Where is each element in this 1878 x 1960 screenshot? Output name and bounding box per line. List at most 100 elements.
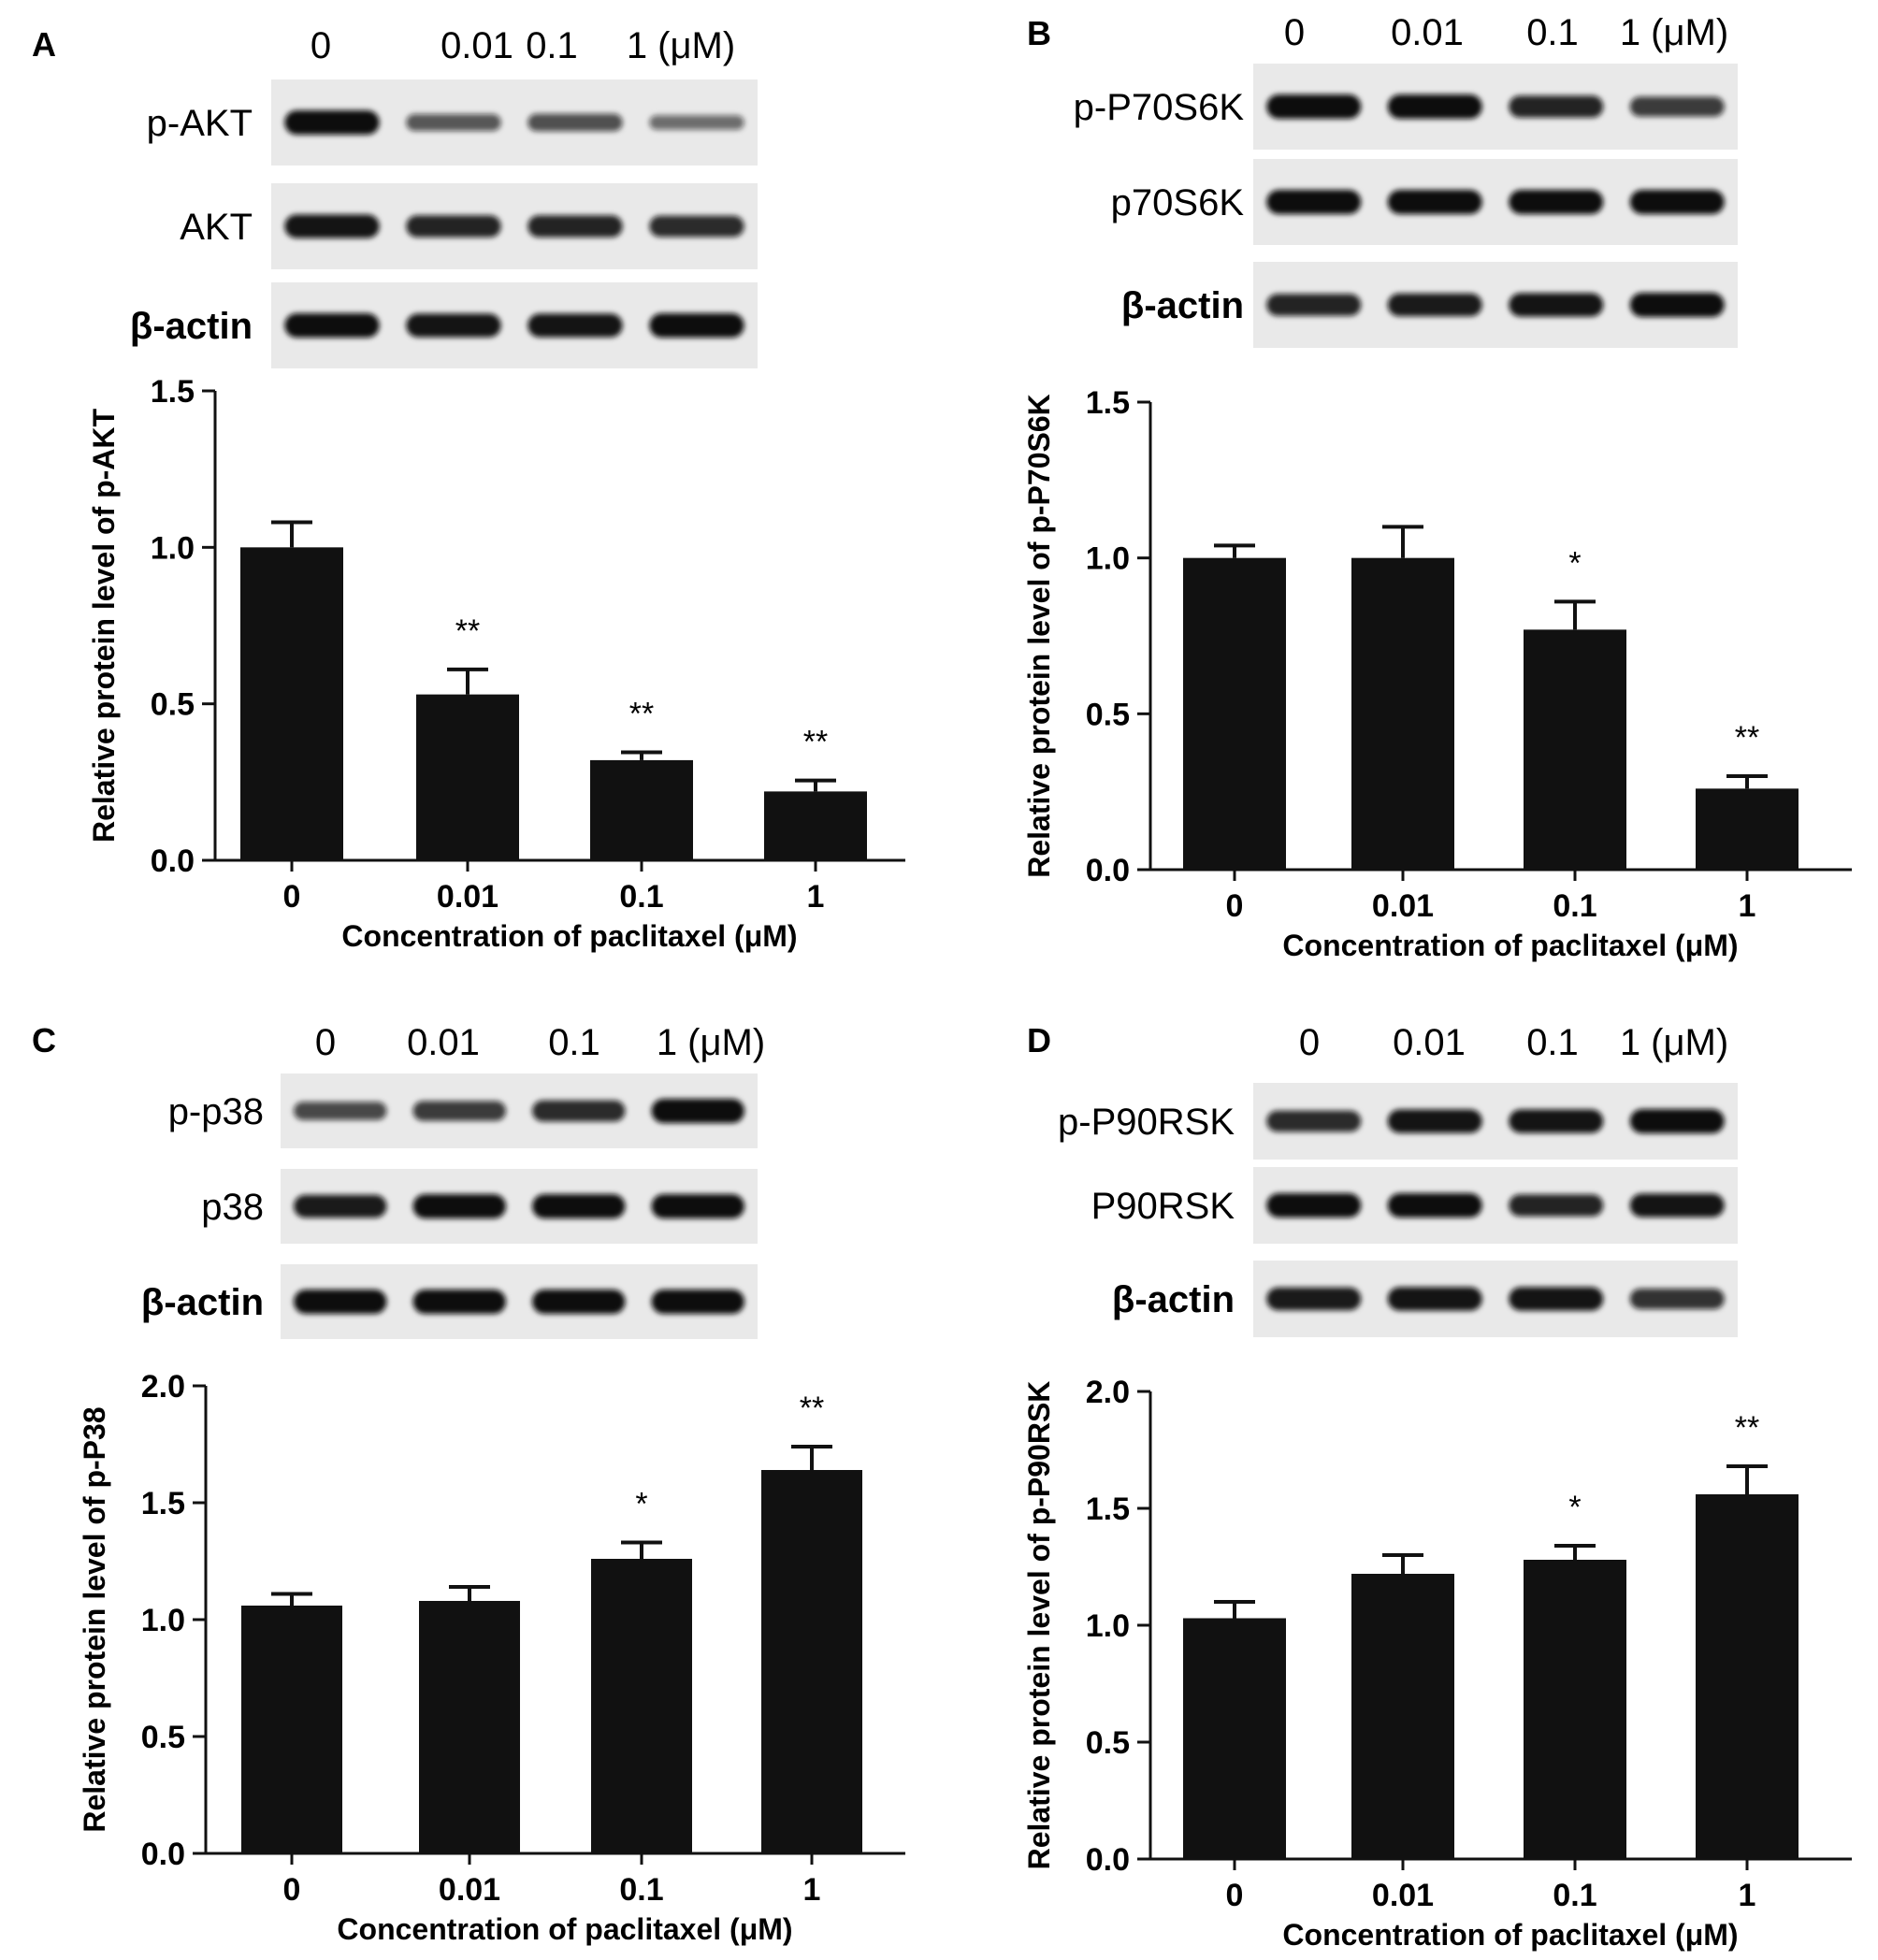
y-tick-label: 1.5 (151, 374, 195, 410)
panel-letter: B (1027, 14, 1051, 52)
y-tick-label: 2.0 (1086, 1375, 1130, 1410)
y-tick-label: 0.5 (1086, 697, 1130, 732)
x-tick-label: 1 (803, 1872, 821, 1908)
blot-band (1509, 95, 1604, 118)
lane-label: 1 (μM) (1620, 12, 1728, 53)
x-axis-title: Concentration of paclitaxel (μM) (1282, 929, 1738, 962)
lane-label: 0.1 (1526, 1022, 1579, 1063)
blot-label: β-actin (141, 1282, 264, 1323)
blot-band (1266, 190, 1362, 214)
lane-label: 0.1 (526, 25, 578, 66)
bar (1351, 1574, 1454, 1859)
bar (1183, 1618, 1286, 1859)
blot-band (1509, 1109, 1604, 1133)
blot-label: p70S6K (1111, 182, 1245, 223)
lane-label: 1 (μM) (1620, 1022, 1728, 1063)
blot-band (1629, 96, 1725, 117)
blot-band (1266, 294, 1362, 316)
y-tick-label: 0.5 (141, 1720, 185, 1755)
x-tick-label: 0 (283, 1872, 301, 1908)
x-tick-label: 0.01 (437, 879, 498, 915)
x-axis-title: Concentration of paclitaxel (μM) (337, 1912, 792, 1946)
significance-mark: ** (803, 725, 828, 760)
blot-band (1266, 1287, 1362, 1311)
x-axis-title: Concentration of paclitaxel (μM) (1282, 1918, 1738, 1952)
blot-band (1629, 1109, 1725, 1133)
lane-label: 1 (μM) (657, 1022, 765, 1063)
blot-band (284, 110, 380, 135)
y-tick-label: 0.5 (1086, 1725, 1130, 1761)
x-tick-label: 0.1 (1553, 1878, 1596, 1913)
lane-label: 1 (μM) (627, 25, 735, 66)
blot-band (294, 1194, 387, 1218)
blot-band (649, 313, 744, 338)
blot-band (284, 313, 380, 338)
x-tick-label: 0.01 (1372, 888, 1434, 924)
blot-label: p-P90RSK (1058, 1102, 1235, 1143)
blot-band (1629, 293, 1725, 317)
bar (240, 547, 343, 860)
bar (591, 1559, 692, 1853)
blot-band (651, 1099, 744, 1123)
blot-band (649, 115, 744, 130)
lane-label: 0 (1299, 1022, 1320, 1063)
bar (590, 759, 693, 860)
blot-band (532, 1290, 626, 1314)
lane-label: 0.01 (441, 25, 513, 66)
y-tick-label: 0.5 (151, 687, 195, 723)
blot-band (412, 1290, 506, 1314)
blot-band (1629, 1289, 1725, 1309)
significance-mark: ** (629, 697, 654, 732)
blot-band (1266, 1110, 1362, 1132)
bar (1696, 1494, 1799, 1859)
blot-band (1629, 1193, 1725, 1218)
blot-band (412, 1101, 506, 1121)
blot-label: p38 (201, 1187, 264, 1228)
panel-letter: A (32, 25, 56, 64)
blot-band (1509, 293, 1604, 317)
bar (761, 1470, 862, 1853)
lane-label: 0.1 (548, 1022, 600, 1063)
y-tick-label: 2.0 (141, 1369, 185, 1405)
blot-band (1387, 1109, 1482, 1133)
blot-band (294, 1102, 387, 1120)
significance-mark: * (635, 1487, 647, 1522)
blot-band (649, 215, 744, 238)
blot-label: β-actin (130, 306, 253, 347)
y-tick-label: 0.0 (151, 843, 195, 879)
x-tick-label: 0.1 (1553, 888, 1596, 924)
bar (1183, 557, 1286, 870)
bar (1351, 557, 1454, 870)
y-tick-label: 0.0 (141, 1837, 185, 1872)
blot-band (1266, 1193, 1362, 1218)
y-axis-title: Relative protein level of p-AKT (87, 409, 121, 843)
x-tick-label: 0 (1226, 888, 1244, 924)
y-axis-title: Relative protein level of p-P38 (78, 1406, 111, 1832)
significance-mark: * (1568, 1490, 1581, 1525)
panel-a: A 0 0.01 0.1 1 (μM) p-AKT AKT β-actin 0.0 0.5 1.0 1… (32, 25, 905, 953)
y-tick-label: 1.0 (141, 1603, 185, 1638)
y-tick-label: 1.0 (151, 530, 195, 566)
y-axis-title: Relative protein level of p-P70S6K (1022, 394, 1056, 878)
bar (419, 1601, 520, 1853)
panel-d: D 0 0.01 0.1 1 (μM) p-P90RSK P90RSK β-actin 0.0 0… (1022, 1021, 1852, 1952)
lane-label: 0.01 (407, 1022, 480, 1063)
x-axis-title: Concentration of paclitaxel (μM) (341, 919, 797, 953)
y-axis-title: Relative protein level of p-P90RSK (1022, 1381, 1056, 1870)
blot-label: p-p38 (168, 1091, 264, 1132)
blot-band (1509, 1194, 1604, 1217)
significance-mark: ** (1735, 720, 1759, 756)
blot-band (1629, 190, 1725, 214)
blot-band (1387, 190, 1482, 214)
x-tick-label: 0 (283, 879, 301, 915)
lane-label: 0.1 (1526, 12, 1579, 53)
y-tick-label: 1.0 (1086, 541, 1130, 577)
lane-label: 0.01 (1393, 1022, 1466, 1063)
blot-band (651, 1290, 744, 1314)
significance-mark: ** (800, 1391, 824, 1426)
bar (1696, 788, 1799, 870)
significance-mark: ** (455, 613, 480, 649)
bar (764, 791, 867, 860)
x-tick-label: 0.1 (619, 879, 663, 915)
blot-band (412, 1194, 506, 1218)
